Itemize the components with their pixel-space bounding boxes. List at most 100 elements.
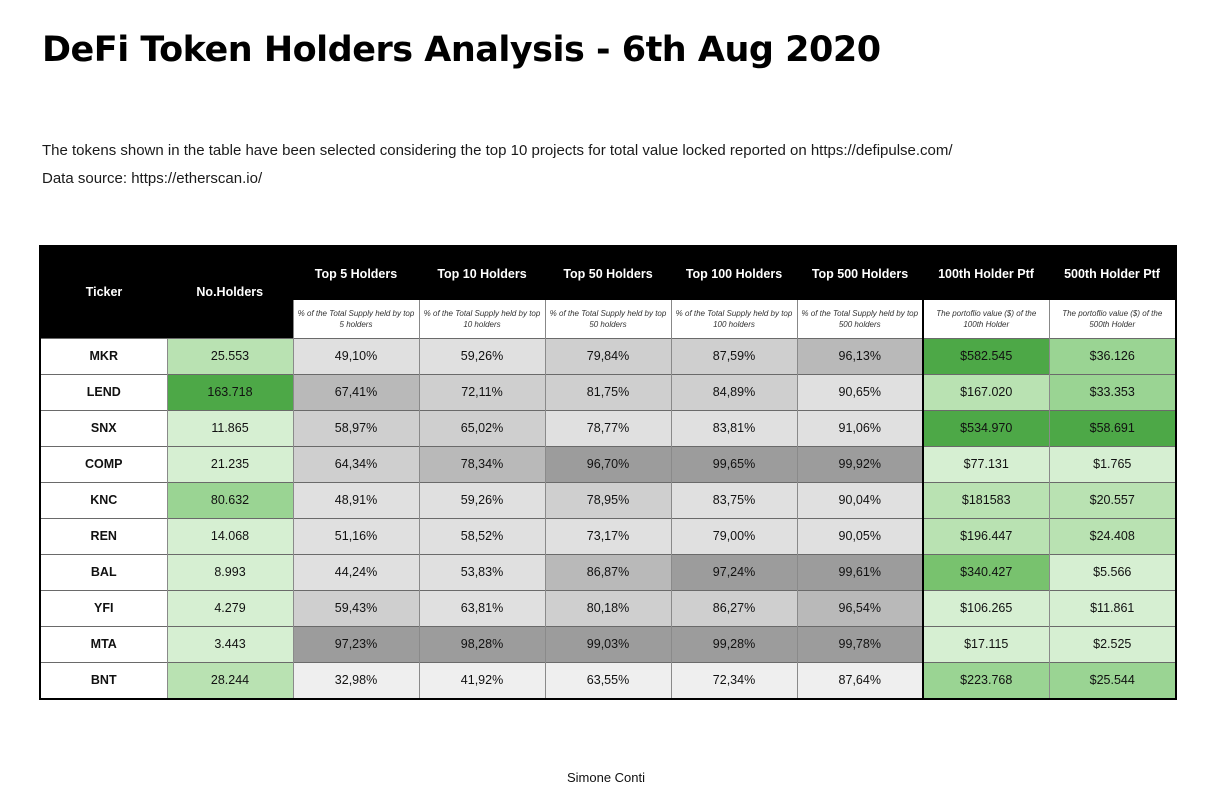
top5-cell: 48,91%	[292, 481, 419, 518]
data-source-text: Data source: https://etherscan.io/	[42, 170, 263, 187]
col-header-top5: Top 5 Holders	[293, 247, 419, 300]
table-row: LEND 163.718 67,41% 72,11% 81,75% 84,89%…	[41, 373, 1175, 410]
col-subheader-ptf100: The portoflio value ($) of the 100th Hol…	[922, 300, 1049, 338]
ptf100-cell: $167.020	[922, 373, 1049, 410]
top100-cell: 99,28%	[670, 625, 797, 662]
ptf100-cell: $181583	[922, 481, 1049, 518]
col-subheader-top100: % of the Total Supply held by top 100 ho…	[670, 300, 797, 338]
ptf500-cell: $20.557	[1048, 481, 1175, 518]
ptf500-cell: $58.691	[1048, 409, 1175, 446]
holders-cell: 80.632	[166, 481, 293, 518]
top100-cell: 87,59%	[670, 337, 797, 374]
top50-cell: 81,75%	[544, 373, 671, 410]
ptf100-cell: $17.115	[922, 625, 1049, 662]
top10-cell: 41,92%	[418, 661, 545, 698]
table-row: BAL 8.993 44,24% 53,83% 86,87% 97,24% 99…	[41, 553, 1175, 590]
top10-cell: 59,26%	[418, 337, 545, 374]
top10-cell: 98,28%	[418, 625, 545, 662]
ptf100-cell: $196.447	[922, 517, 1049, 554]
top5-cell: 58,97%	[292, 409, 419, 446]
top50-cell: 99,03%	[544, 625, 671, 662]
top5-cell: 44,24%	[292, 553, 419, 590]
top500-cell: 96,13%	[796, 337, 923, 374]
top50-cell: 78,95%	[544, 481, 671, 518]
col-header-ptf500: 500th Holder Ptf	[1049, 247, 1175, 300]
ptf100-cell: $77.131	[922, 445, 1049, 482]
top500-cell: 99,92%	[796, 445, 923, 482]
top100-cell: 97,24%	[670, 553, 797, 590]
col-header-top100: Top 100 Holders	[671, 247, 797, 300]
top10-cell: 72,11%	[418, 373, 545, 410]
top500-cell: 90,05%	[796, 517, 923, 554]
top500-cell: 99,78%	[796, 625, 923, 662]
top500-cell: 96,54%	[796, 589, 923, 626]
top500-cell: 87,64%	[796, 661, 923, 698]
top50-cell: 79,84%	[544, 337, 671, 374]
top10-cell: 78,34%	[418, 445, 545, 482]
ticker-cell: MTA	[41, 625, 167, 662]
table-row: YFI 4.279 59,43% 63,81% 80,18% 86,27% 96…	[41, 589, 1175, 626]
top50-cell: 96,70%	[544, 445, 671, 482]
top5-cell: 97,23%	[292, 625, 419, 662]
top10-cell: 59,26%	[418, 481, 545, 518]
top5-cell: 67,41%	[292, 373, 419, 410]
col-subheader-top50: % of the Total Supply held by top 50 hol…	[544, 300, 671, 338]
subheader-row: % of the Total Supply held by top 5 hold…	[41, 300, 1175, 338]
ticker-cell: COMP	[41, 445, 167, 482]
top5-cell: 51,16%	[292, 517, 419, 554]
top100-cell: 83,75%	[670, 481, 797, 518]
table-row: BNT 28.244 32,98% 41,92% 63,55% 72,34% 8…	[41, 661, 1175, 698]
table-row: MKR 25.553 49,10% 59,26% 79,84% 87,59% 9…	[41, 337, 1175, 374]
ticker-cell: YFI	[41, 589, 167, 626]
holders-table: Ticker No.Holders Top 5 Holders Top 10 H…	[41, 247, 1175, 698]
holders-table-container: Ticker No.Holders Top 5 Holders Top 10 H…	[39, 245, 1177, 700]
ticker-cell: KNC	[41, 481, 167, 518]
top5-cell: 64,34%	[292, 445, 419, 482]
ptf500-cell: $11.861	[1048, 589, 1175, 626]
top500-cell: 90,65%	[796, 373, 923, 410]
col-header-top50: Top 50 Holders	[545, 247, 671, 300]
ptf500-cell: $1.765	[1048, 445, 1175, 482]
ptf500-cell: $24.408	[1048, 517, 1175, 554]
holders-cell: 28.244	[166, 661, 293, 698]
top10-cell: 63,81%	[418, 589, 545, 626]
top5-cell: 49,10%	[292, 337, 419, 374]
top50-cell: 86,87%	[544, 553, 671, 590]
top5-cell: 59,43%	[292, 589, 419, 626]
ptf100-cell: $106.265	[922, 589, 1049, 626]
author-footer: Simone Conti	[566, 770, 646, 785]
table-row: KNC 80.632 48,91% 59,26% 78,95% 83,75% 9…	[41, 481, 1175, 518]
ticker-cell: REN	[41, 517, 167, 554]
ticker-cell: MKR	[41, 337, 167, 374]
holders-cell: 21.235	[166, 445, 293, 482]
ticker-cell: SNX	[41, 409, 167, 446]
col-subheader-ptf500: The portoflio value ($) of the 500th Hol…	[1048, 300, 1175, 338]
top500-cell: 99,61%	[796, 553, 923, 590]
ptf100-cell: $340.427	[922, 553, 1049, 590]
holders-cell: 11.865	[166, 409, 293, 446]
ticker-cell: BAL	[41, 553, 167, 590]
page-title: DeFi Token Holders Analysis - 6th Aug 20…	[42, 30, 881, 70]
top10-cell: 53,83%	[418, 553, 545, 590]
col-subheader-top5: % of the Total Supply held by top 5 hold…	[292, 300, 419, 338]
col-header-ptf100: 100th Holder Ptf	[923, 247, 1049, 300]
holders-cell: 8.993	[166, 553, 293, 590]
top10-cell: 58,52%	[418, 517, 545, 554]
ptf100-cell: $582.545	[922, 337, 1049, 374]
top10-cell: 65,02%	[418, 409, 545, 446]
ptf100-cell: $534.970	[922, 409, 1049, 446]
top100-cell: 84,89%	[670, 373, 797, 410]
ptf500-cell: $36.126	[1048, 337, 1175, 374]
header-row: Ticker No.Holders Top 5 Holders Top 10 H…	[41, 247, 1175, 338]
holders-cell: 163.718	[166, 373, 293, 410]
ptf500-cell: $33.353	[1048, 373, 1175, 410]
table-row: REN 14.068 51,16% 58,52% 73,17% 79,00% 9…	[41, 517, 1175, 554]
col-header-ticker: Ticker	[41, 247, 167, 338]
top5-cell: 32,98%	[292, 661, 419, 698]
top50-cell: 73,17%	[544, 517, 671, 554]
table-row: MTA 3.443 97,23% 98,28% 99,03% 99,28% 99…	[41, 625, 1175, 662]
holders-cell: 25.553	[166, 337, 293, 374]
holders-cell: 4.279	[166, 589, 293, 626]
col-header-holders: No.Holders	[167, 247, 293, 338]
top100-cell: 99,65%	[670, 445, 797, 482]
